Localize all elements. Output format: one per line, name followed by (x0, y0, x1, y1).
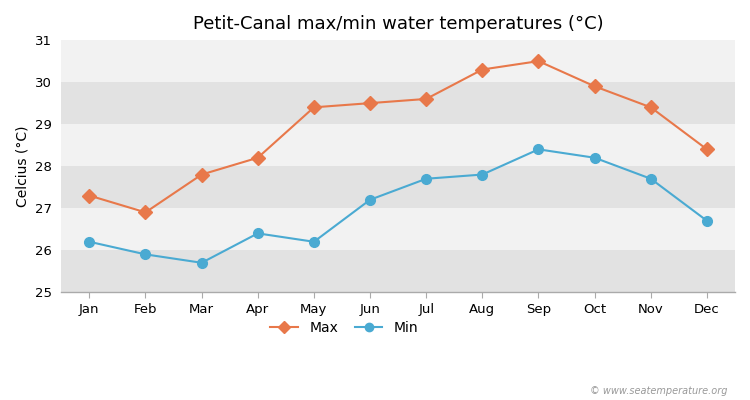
Bar (62, 124, 735, 166)
Bar (62, 40, 735, 82)
Legend: Max, Min: Max, Min (265, 316, 424, 341)
Text: © www.seatemperature.org: © www.seatemperature.org (590, 386, 728, 396)
Title: Petit-Canal max/min water temperatures (°C): Petit-Canal max/min water temperatures (… (193, 15, 604, 33)
Bar (62, 166, 735, 208)
Bar (62, 208, 735, 250)
Bar (62, 250, 735, 292)
Y-axis label: Celcius (°C): Celcius (°C) (15, 125, 29, 207)
Bar (62, 82, 735, 124)
